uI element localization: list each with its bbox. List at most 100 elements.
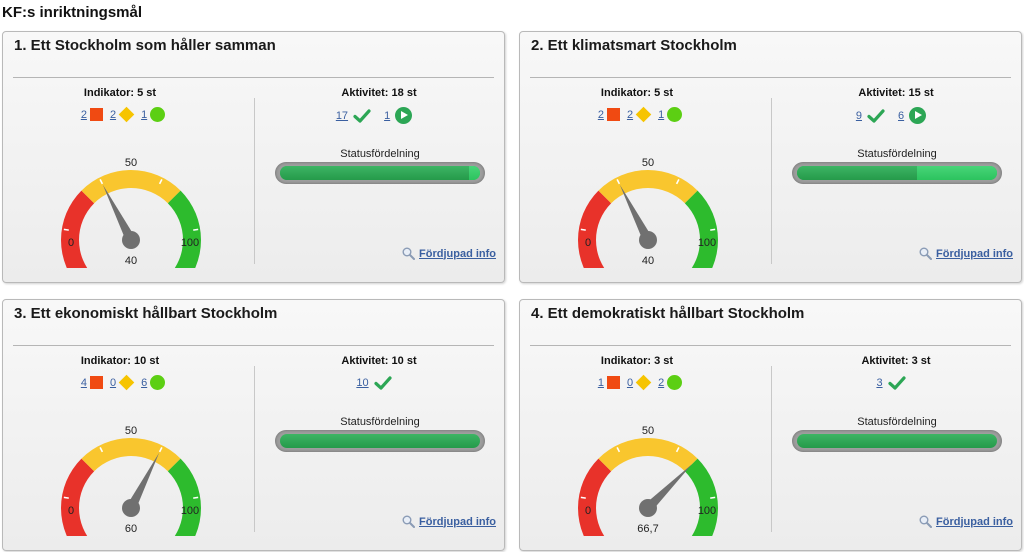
status-distribution-label: Statusfördelning [340,148,420,160]
magnifier-icon [919,247,933,260]
more-info-link[interactable]: Fördjupad info [402,515,496,528]
card-title: 2. Ett klimatsmart Stockholm [531,37,737,54]
check-icon [374,376,392,390]
activity-label: Aktivitet: [341,355,392,367]
indicator-green-count[interactable]: 1 [658,108,665,121]
gauge-hub [639,231,657,249]
magnifier-icon [919,515,933,528]
gauge: 0 50 100 66,7 [578,425,718,536]
activity-count[interactable]: 3 [876,377,883,389]
check-icon [887,376,906,390]
gauge-band-yellow [81,438,181,472]
gauge-needle [102,184,136,243]
red-square-icon [89,376,103,389]
gauge-max-label: 100 [698,505,716,517]
gauge-tick [63,496,69,499]
gauge-tick [675,447,680,453]
activity-heading: Aktivitet: 3 st [796,355,996,367]
more-info-label: Fördjupad info [419,515,496,528]
indicator-yellow-count[interactable]: 2 [626,108,634,121]
indicator-red-count[interactable]: 1 [597,376,604,389]
gauge-band-red [61,458,95,536]
indicator-heading: Indikator: 5 st [537,87,737,99]
indicator-yellow-count[interactable]: 2 [109,108,117,121]
more-info-label: Fördjupad info [419,247,496,260]
status-segment-done [280,434,480,448]
gauge: 0 50 100 40 [61,157,201,268]
gauge: 0 50 100 40 [578,157,718,268]
indicator-total: 5 [654,87,661,99]
card-title: 1. Ett Stockholm som håller samman [14,37,276,54]
indicator-green-count[interactable]: 2 [658,376,665,389]
divider [530,77,1011,78]
indicator-counts: 2 2 1 [520,106,760,123]
magnifier-icon [402,515,416,528]
activity-label: Aktivitet: [858,87,909,99]
gauge-band-green [684,458,718,536]
activity-label: Aktivitet: [341,87,392,99]
more-info-link[interactable]: Fördjupad info [919,515,1013,528]
gauge-tick [193,496,199,499]
more-info-link[interactable]: Fördjupad info [919,247,1013,260]
gauge-max-label: 100 [181,237,199,249]
indicator-yellow-count[interactable]: 0 [109,376,117,389]
gauge-hub [122,499,140,517]
gauge-tick [580,496,586,499]
divider [13,345,494,346]
green-circle-icon [150,375,166,390]
indicator-red-count[interactable]: 2 [597,108,604,121]
divider [530,345,1011,346]
play-icon [909,107,927,124]
column-divider [254,98,255,264]
indicator-counts: 4 0 6 [3,374,243,391]
gauge-value-label: 60 [125,523,137,535]
indicator-red-count[interactable]: 4 [80,376,87,389]
green-circle-icon [667,375,683,390]
gauge-max-label: 100 [181,505,199,517]
yellow-diamond-icon [118,374,135,391]
gauge-min-label: 0 [68,237,74,249]
activity-count[interactable]: 17 [335,109,349,122]
activity-count[interactable]: 9 [855,109,862,122]
column-divider [771,366,772,532]
indicator-label: Indikator: [80,355,135,367]
unit-label: st [917,355,931,367]
gauge-tick [193,228,199,231]
indicator-green-count[interactable]: 1 [141,108,148,121]
goal-card: 3. Ett ekonomiskt hållbart Stockholm Indi… [2,299,505,551]
indicator-green-count[interactable]: 6 [141,376,148,389]
activity-count[interactable]: 1 [384,109,391,122]
more-info-label: Fördjupad info [936,515,1013,528]
status-segment-ongoing [917,166,997,180]
unit-label: st [403,355,417,367]
status-distribution-label: Statusfördelning [857,416,937,428]
activity-count[interactable]: 10 [356,377,369,389]
status-distribution-label: Statusfördelning [857,148,937,160]
green-circle-icon [667,107,683,122]
indicator-counts: 2 2 1 [3,106,243,123]
gauge-needle [619,184,653,243]
gauge-tick [710,228,716,231]
gauge-band-red [578,458,612,536]
card-title: 3. Ett ekonomiskt hållbart Stockholm [14,305,278,322]
gauge-mid-label: 50 [642,157,654,169]
gauge-tick [710,496,716,499]
gauge-tick [616,447,621,453]
indicator-counts: 1 0 2 [520,374,760,391]
column-divider [771,98,772,264]
indicator-total: 3 [654,355,661,367]
green-circle-icon [150,107,166,122]
activity-heading: Aktivitet: 10 st [279,355,479,367]
activity-total: 15 [908,87,921,99]
gauge-tick [158,179,163,185]
activity-count[interactable]: 6 [898,109,905,122]
gauge-mid-label: 50 [642,425,654,437]
more-info-link[interactable]: Fördjupad info [402,247,496,260]
activity-total: 3 [911,355,918,367]
indicator-total: 5 [137,87,144,99]
unit-label: st [403,87,417,99]
indicator-red-count[interactable]: 2 [80,108,87,121]
indicator-yellow-count[interactable]: 0 [626,376,634,389]
status-segment-done [797,434,997,448]
yellow-diamond-icon [635,374,652,391]
